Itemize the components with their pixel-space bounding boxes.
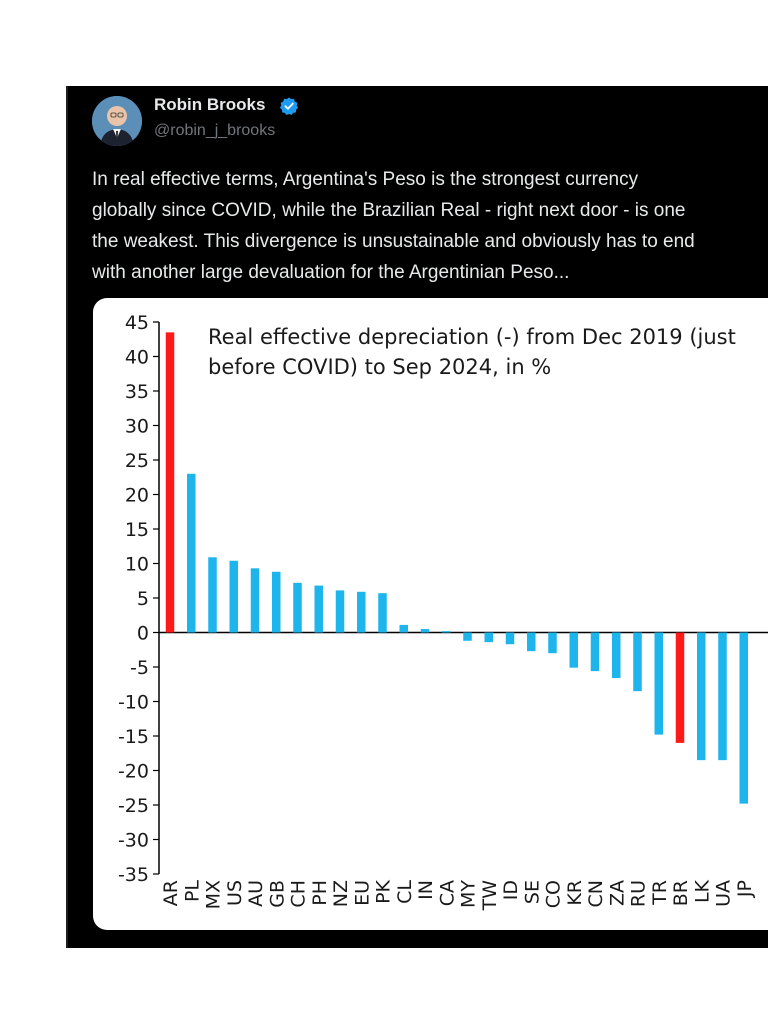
x-tick-label: MY [458,880,480,908]
bar-ru [633,632,642,692]
x-tick-label: UA [713,880,735,907]
x-tick-label: LK [691,879,713,903]
bar-pk [378,593,387,633]
x-tick-label: RU [628,880,650,907]
x-tick-label: CO [543,880,565,908]
bar-au [250,568,260,633]
x-tick-label: ZA [606,880,628,906]
bar-in [420,629,430,633]
y-tick-label: -15 [118,726,149,748]
tweet-card: Robin Brooks @robin_j_brooks In real eff… [66,86,768,948]
x-tick-label: PL [181,880,203,902]
bar-lk [697,632,706,761]
bar-co [548,632,557,654]
bar-my [463,632,472,641]
bar-za [612,632,621,679]
tweet-text-line: the weakest. This divergence is unsustai… [92,231,695,252]
y-tick-label: 40 [125,347,149,369]
bar-mx [208,557,217,633]
bar-ph [314,585,323,633]
bar-gb [272,571,281,633]
y-tick-label: -10 [118,692,149,714]
y-tick-label: 15 [125,519,149,541]
y-tick-label: 35 [125,381,149,403]
y-tick-label: -20 [118,761,149,783]
tweet-text-line: globally since COVID, while the Brazilia… [92,200,686,221]
chart-title: Real effective depreciation (-) from Dec… [208,322,736,382]
bar-eu [357,591,366,633]
y-tick-label: -35 [118,864,149,886]
bar-tr [654,632,663,735]
y-tick-label: -30 [118,830,149,852]
x-tick-label: SE [521,880,543,904]
avatar[interactable] [92,96,142,146]
tweet-text: In real effective terms, Argentina's Pes… [92,164,768,288]
y-tick-label: 30 [125,416,149,438]
y-tick-label: 5 [137,588,149,610]
chart-image[interactable]: 45 40 35 30 25 20 15 10 5 0 -5 -10 -15 -20 -25 -30 -35 AR… [93,298,768,930]
author-name[interactable]: Robin Brooks [154,95,266,114]
x-tick-label: TR [649,880,671,906]
y-tick-label: 0 [137,623,149,645]
x-tick-label: PH [309,880,331,906]
author-handle[interactable]: @robin_j_brooks [154,122,276,139]
bar-kr [569,632,578,668]
bar-ar [165,332,175,633]
y-tick-label: -25 [118,795,149,817]
bar-tw [484,632,493,643]
chart-title-line: Real effective depreciation (-) from Dec… [208,325,736,349]
y-tick-label: 10 [125,554,149,576]
bar-pl [187,473,196,633]
x-tick-label: EU [351,880,373,906]
bar-us [229,560,238,633]
x-tick-label: AR [160,880,182,906]
verified-badge-icon [279,97,299,115]
x-tick-label: NZ [330,880,352,907]
tweet-text-line: with another large devaluation for the A… [92,262,570,283]
y-tick-label: 45 [125,312,149,334]
x-tick-label: GB [266,880,288,908]
bar-ua [718,632,727,761]
x-tick-label: TW [479,880,501,912]
x-tick-label: JP [734,880,756,898]
x-tick-label: CL [394,880,416,904]
x-tick-label: US [224,880,246,906]
x-tick-label: PK [373,879,395,903]
y-tick-label: 25 [125,450,149,472]
y-tick-label: -5 [130,657,149,679]
x-tick-label: CA [436,880,458,906]
x-tick-label: IN [415,880,437,900]
bar-ca [442,631,451,633]
tweet-text-line: In real effective terms, Argentina's Pes… [92,169,639,190]
bar-se [527,632,536,652]
x-tick-label: KR [564,880,586,906]
x-tick-label: MX [203,880,225,909]
bar-br [675,632,685,743]
bar-id [505,632,515,645]
x-tick-label: BR [670,880,692,906]
bar-cn [590,632,600,672]
bar-cl [399,624,408,633]
x-tick-label: AU [245,880,267,907]
x-tick-label: CH [288,880,310,908]
bar-ch [293,582,302,633]
bar-nz [335,590,345,633]
bar-chart: 45 40 35 30 25 20 15 10 5 0 -5 -10 -15 -20 -25 -30 -35 AR… [118,312,768,912]
chart-title-line: before COVID) to Sep 2024, in % [208,355,552,379]
x-tick-label: CN [585,880,607,907]
y-tick-label: 20 [125,485,149,507]
bar-jp [739,632,748,804]
profile-photo-icon [92,96,142,146]
x-tick-label: ID [500,880,522,900]
